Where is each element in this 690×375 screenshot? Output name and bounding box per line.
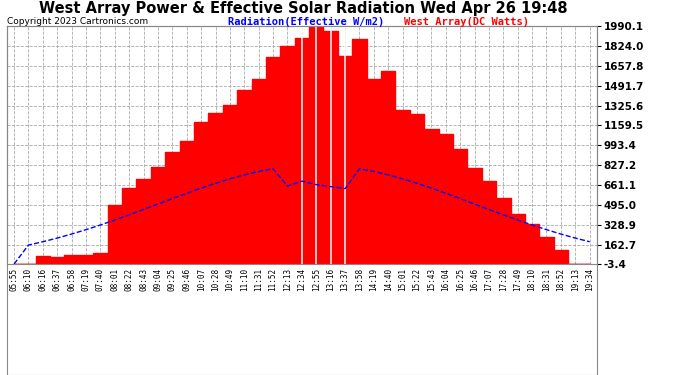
- Text: 11:52: 11:52: [268, 268, 277, 291]
- Text: 15:22: 15:22: [413, 268, 422, 291]
- Text: 13:37: 13:37: [341, 268, 350, 291]
- Text: 16:46: 16:46: [470, 268, 479, 291]
- Text: 18:10: 18:10: [528, 268, 537, 291]
- Text: 17:49: 17:49: [513, 268, 522, 291]
- Text: 09:25: 09:25: [168, 268, 177, 291]
- Text: 19:34: 19:34: [585, 268, 594, 291]
- Text: 06:58: 06:58: [67, 268, 76, 291]
- Text: Radiation(Effective W/m2): Radiation(Effective W/m2): [228, 17, 384, 27]
- Text: 06:37: 06:37: [52, 268, 62, 291]
- Text: 07:19: 07:19: [81, 268, 90, 291]
- Text: 06:16: 06:16: [39, 268, 48, 291]
- Text: 11:31: 11:31: [254, 268, 263, 291]
- Text: 17:07: 17:07: [484, 268, 493, 291]
- Text: 05:55: 05:55: [10, 268, 19, 291]
- Text: 17:28: 17:28: [499, 268, 508, 291]
- Text: 16:25: 16:25: [455, 268, 464, 291]
- Text: 10:28: 10:28: [211, 268, 220, 291]
- Text: 09:04: 09:04: [153, 268, 162, 291]
- Text: 12:55: 12:55: [312, 268, 321, 291]
- Text: 06:10: 06:10: [24, 268, 33, 291]
- Text: 07:40: 07:40: [96, 268, 105, 291]
- Text: 10:49: 10:49: [226, 268, 235, 291]
- Text: 12:13: 12:13: [283, 268, 292, 291]
- Text: 18:52: 18:52: [556, 268, 565, 291]
- Text: 14:40: 14:40: [384, 268, 393, 291]
- Text: 16:04: 16:04: [442, 268, 451, 291]
- Text: 08:01: 08:01: [110, 268, 119, 291]
- Text: 12:34: 12:34: [297, 268, 306, 291]
- Text: 18:31: 18:31: [542, 268, 551, 291]
- Text: 11:10: 11:10: [240, 268, 249, 291]
- Text: 09:46: 09:46: [182, 268, 191, 291]
- Text: 13:58: 13:58: [355, 268, 364, 291]
- Text: Copyright 2023 Cartronics.com: Copyright 2023 Cartronics.com: [7, 17, 148, 26]
- Text: 14:19: 14:19: [369, 268, 378, 291]
- Text: West Array(DC Watts): West Array(DC Watts): [404, 17, 529, 27]
- Text: West Array Power & Effective Solar Radiation Wed Apr 26 19:48: West Array Power & Effective Solar Radia…: [39, 1, 568, 16]
- Text: 13:16: 13:16: [326, 268, 335, 291]
- Text: 15:43: 15:43: [427, 268, 436, 291]
- Text: 15:01: 15:01: [398, 268, 407, 291]
- Text: 08:43: 08:43: [139, 268, 148, 291]
- Text: 19:13: 19:13: [571, 268, 580, 291]
- Text: 10:07: 10:07: [197, 268, 206, 291]
- Text: 08:22: 08:22: [125, 268, 134, 291]
